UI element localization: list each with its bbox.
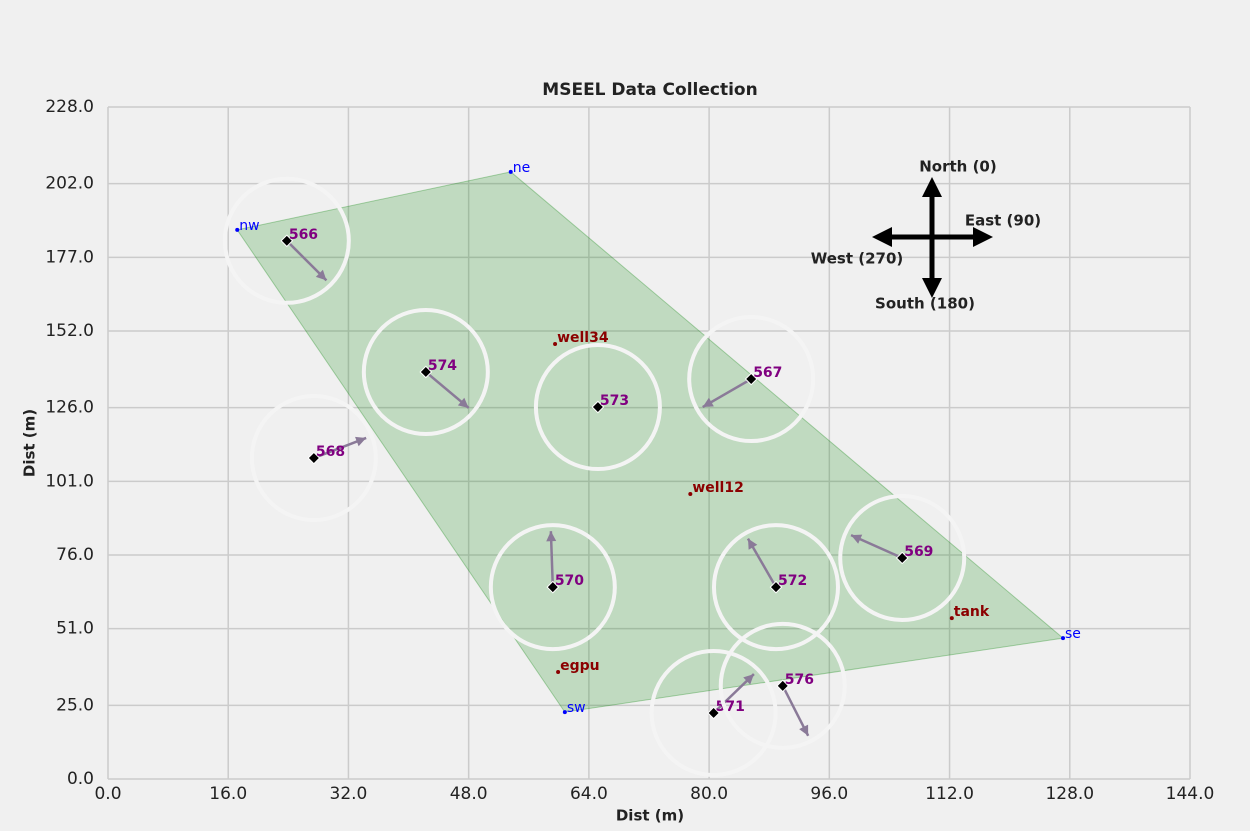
station-point (307, 451, 321, 465)
corner-label: sw (567, 700, 586, 716)
x-tick-label: 80.0 (690, 784, 728, 804)
station-arrow (781, 685, 810, 737)
station-point (419, 365, 433, 379)
feature-point (553, 341, 558, 346)
corner-label: nw (239, 218, 259, 234)
station-label: 569 (904, 544, 933, 560)
station-label: 576 (785, 672, 814, 688)
station-label: 566 (289, 227, 318, 243)
station-ring (687, 315, 816, 444)
feature-point (949, 616, 954, 621)
corner-point (508, 169, 513, 174)
y-tick-label: 126.0 (45, 398, 94, 418)
station-ring (838, 493, 967, 622)
station-arrow (546, 531, 557, 588)
station-ring (649, 648, 778, 777)
station-ring (222, 176, 351, 305)
station-label: 571 (716, 699, 745, 715)
station-point (591, 400, 605, 414)
arrow-head (799, 724, 809, 736)
y-tick-label: 202.0 (45, 174, 94, 194)
corner-label: se (1065, 626, 1081, 642)
y-tick-label: 101.0 (45, 471, 94, 491)
feature-label: egpu (560, 658, 600, 674)
station-point (895, 551, 909, 565)
feature-point (556, 670, 561, 675)
arrow-head (702, 397, 714, 408)
station-label: 572 (778, 573, 807, 589)
chart-title: MSEEL Data Collection (542, 80, 757, 100)
x-tick-label: 144.0 (1166, 784, 1215, 804)
x-tick-label: 32.0 (330, 784, 368, 804)
feature-label: well12 (692, 480, 744, 496)
y-tick-label: 51.0 (56, 619, 94, 639)
station-arrow (285, 239, 328, 282)
x-tick-label: 0.0 (94, 784, 121, 804)
compass (872, 177, 993, 298)
y-tick-label: 152.0 (45, 321, 94, 341)
corner-point (235, 227, 240, 232)
y-axis-label: Dist (m) (21, 409, 39, 477)
x-tick-label: 48.0 (450, 784, 488, 804)
y-tick-label: 228.0 (45, 97, 94, 117)
compass-north: North (0) (919, 158, 996, 176)
station-arrow (712, 673, 755, 714)
feature-label: well34 (557, 330, 609, 346)
corner-label: ne (513, 160, 531, 176)
station-point (280, 234, 294, 248)
station-ring (488, 523, 617, 652)
compass-south: South (180) (875, 295, 975, 313)
x-axis-label: Dist (m) (616, 807, 684, 825)
y-tick-label: 177.0 (45, 247, 94, 267)
arrow-head (355, 436, 367, 447)
feature-label: tank (954, 604, 990, 620)
y-tick-label: 0.0 (67, 769, 94, 789)
arrow-head (747, 538, 758, 550)
plot: 0.0 16.0 32.0 48.0 64.0 80.0 96.0 112.0 128.0 144… (45, 97, 1214, 804)
station-ring (361, 307, 490, 436)
arrow-head (546, 531, 557, 542)
y-tick-label: 25.0 (56, 695, 94, 715)
station-arrow (425, 371, 470, 409)
station-point (744, 372, 758, 386)
x-tick-label: 96.0 (810, 784, 848, 804)
station-arrow (746, 538, 778, 588)
station-point (776, 679, 790, 693)
corner-point (1061, 636, 1066, 641)
compass-east: East (90) (965, 212, 1041, 230)
arrow-head (743, 674, 754, 685)
station-label: 574 (428, 358, 457, 374)
station-arrow (850, 534, 903, 560)
corner-point (562, 710, 567, 715)
feature-point (688, 491, 693, 496)
y-tick-label: 76.0 (56, 545, 94, 565)
compass-west: West (270) (811, 250, 904, 268)
x-tick-label: 128.0 (1045, 784, 1094, 804)
station-label: 568 (316, 444, 345, 460)
station-point (546, 580, 560, 594)
x-tick-label: 112.0 (925, 784, 974, 804)
x-tick-label: 16.0 (209, 784, 247, 804)
station-arrow (313, 436, 367, 460)
station-label: 573 (600, 393, 629, 409)
station-ring (718, 621, 847, 750)
station-ring (533, 343, 662, 472)
arrow-head (315, 269, 327, 281)
station-ring (711, 523, 840, 652)
x-tick-label: 64.0 (570, 784, 608, 804)
station-point (707, 706, 720, 720)
station-arrow (702, 377, 752, 409)
station-label: 570 (555, 573, 584, 589)
arrow-head (457, 397, 469, 408)
station-ring (249, 394, 378, 523)
station-label: 567 (753, 365, 782, 381)
station-point (769, 580, 783, 594)
arrow-head (851, 534, 863, 544)
